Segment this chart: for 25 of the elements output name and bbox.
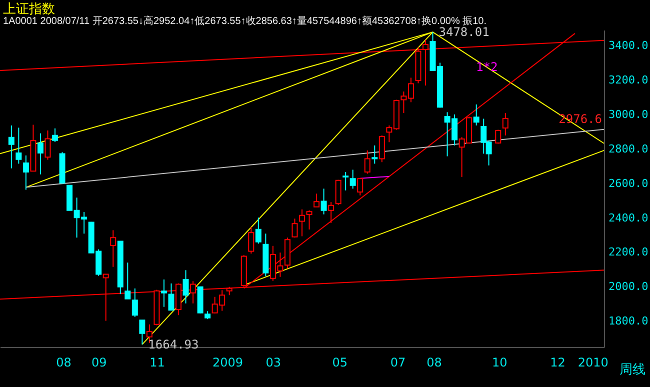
y-tick-label: 2000.0	[608, 280, 648, 294]
annotation: 1664.93	[148, 337, 199, 352]
chart-subtitle: 1A0001 2008/07/11 开2673.55↓高2952.04↑低2673.55↑收2856.63↑量457544896↑额45362708↑换0.00% 振10.	[3, 15, 487, 28]
x-tick-label: 03	[266, 356, 282, 370]
x-tick-label: 09	[91, 356, 107, 370]
x-tick-label: 2010	[578, 356, 608, 370]
x-tick-label: 08	[426, 356, 442, 370]
x-tick-label: 12	[550, 356, 566, 370]
annotation: 3478.01	[438, 25, 490, 40]
y-tick-label: 2800.0	[608, 142, 648, 156]
y-tick-label: 3000.0	[608, 108, 648, 121]
y-tick-label: 2600.0	[608, 176, 648, 190]
y-tick-label: 1800.0	[608, 314, 648, 328]
y-tick-label: 2200.0	[608, 246, 648, 259]
x-tick-label: 07	[390, 356, 406, 370]
x-tick-label: 2009	[212, 356, 244, 370]
x-tick-label: 11	[150, 356, 165, 370]
x-tick-label: 08	[56, 356, 72, 370]
x-tick-label: 05	[332, 356, 348, 370]
x-tick-label: 10	[492, 356, 508, 370]
x-axis-title: 周线	[620, 362, 646, 378]
chart-title: 上证指数	[3, 2, 55, 18]
y-tick-label: 3400.0	[608, 39, 648, 52]
y-tick-label: 3200.0	[608, 73, 648, 86]
y-tick-label: 2400.0	[608, 211, 648, 224]
